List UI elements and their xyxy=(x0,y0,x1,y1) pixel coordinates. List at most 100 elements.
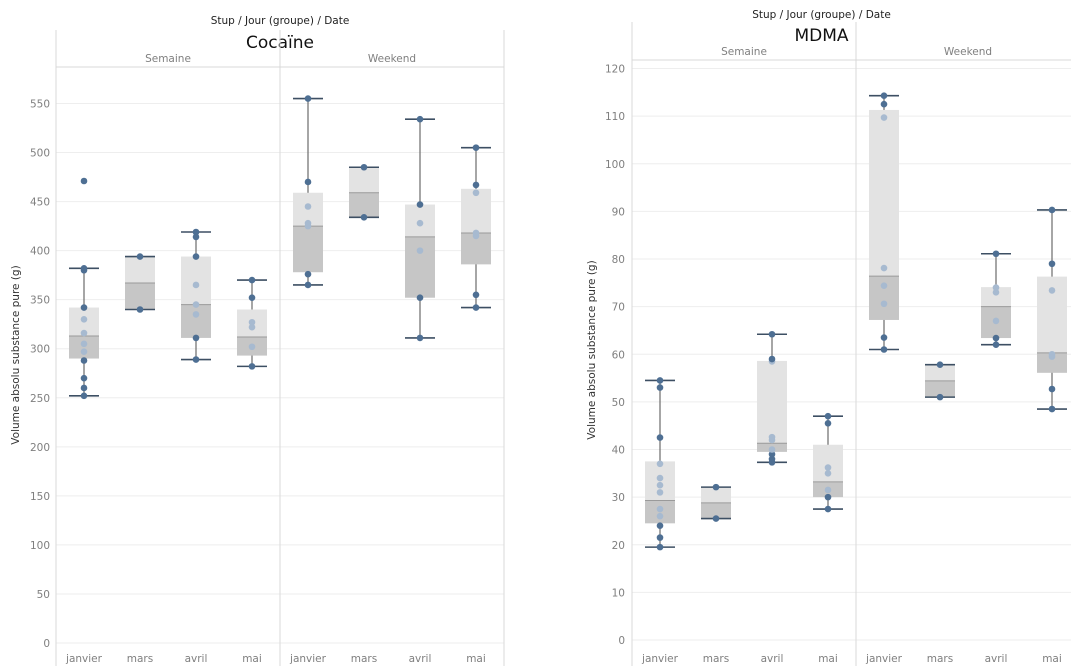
data-point xyxy=(936,361,944,369)
data-point xyxy=(80,348,88,355)
x-tick-label: mars xyxy=(703,653,729,665)
y-tick-label: 400 xyxy=(30,246,50,258)
box-lower xyxy=(925,380,955,398)
x-tick-label: avril xyxy=(185,653,208,665)
data-point xyxy=(80,264,88,272)
data-point xyxy=(192,334,200,342)
x-tick-label: mai xyxy=(242,653,262,665)
y-tick-label: 10 xyxy=(612,587,625,599)
data-point xyxy=(768,330,776,338)
x-tick-label: avril xyxy=(985,653,1008,665)
data-point xyxy=(656,534,664,541)
data-point xyxy=(192,311,200,318)
data-point xyxy=(248,363,256,370)
y-tick-label: 250 xyxy=(30,393,50,405)
data-point xyxy=(824,464,832,471)
data-point xyxy=(768,450,776,458)
data-point xyxy=(80,384,88,392)
data-point xyxy=(880,282,888,289)
y-tick-label: 200 xyxy=(30,442,50,454)
box-upper xyxy=(125,256,155,284)
box-lower xyxy=(1037,352,1067,373)
data-point xyxy=(880,334,888,341)
data-point xyxy=(880,114,888,121)
y-tick-label: 120 xyxy=(605,64,625,76)
data-point xyxy=(136,253,144,260)
data-point xyxy=(248,294,256,302)
data-point xyxy=(416,334,424,342)
data-point xyxy=(416,219,424,227)
y-tick-label: 70 xyxy=(612,302,625,314)
box-lower xyxy=(701,502,731,519)
x-tick-label: mai xyxy=(1042,653,1062,665)
box-upper xyxy=(349,167,379,193)
data-point xyxy=(656,522,664,529)
data-point xyxy=(656,434,664,441)
data-point xyxy=(248,276,256,284)
x-tick-label: mars xyxy=(351,653,377,665)
group-label: Weekend xyxy=(368,53,416,65)
data-point xyxy=(824,493,832,501)
data-point xyxy=(992,289,1000,296)
box-lower xyxy=(405,236,435,298)
data-point xyxy=(992,341,1000,349)
data-point xyxy=(472,181,480,189)
y-tick-label: 0 xyxy=(618,635,625,647)
data-point xyxy=(192,356,200,363)
y-tick-label: 100 xyxy=(605,159,625,171)
data-point xyxy=(824,412,832,420)
box-lower xyxy=(69,335,99,359)
x-tick-label: janvier xyxy=(65,653,103,665)
x-tick-label: avril xyxy=(409,653,432,665)
data-point xyxy=(656,377,664,384)
y-axis-label: Volume absolu substance pure (g) xyxy=(10,265,22,444)
data-point xyxy=(1048,260,1056,268)
data-point xyxy=(136,306,144,313)
box-lower xyxy=(349,192,379,218)
data-point xyxy=(304,281,312,289)
data-point xyxy=(992,334,1000,342)
data-point xyxy=(768,446,776,453)
data-point xyxy=(768,355,776,363)
data-point xyxy=(992,284,1000,291)
box-upper xyxy=(461,188,491,233)
box-lower xyxy=(181,304,211,338)
data-point xyxy=(80,316,88,323)
data-point xyxy=(192,301,200,308)
data-point xyxy=(880,346,888,353)
data-point xyxy=(880,264,888,272)
data-point xyxy=(880,300,888,308)
y-tick-label: 60 xyxy=(612,349,625,361)
data-point xyxy=(656,460,664,468)
y-tick-label: 110 xyxy=(605,111,625,123)
y-tick-label: 80 xyxy=(612,254,625,266)
data-point xyxy=(472,144,480,151)
data-point xyxy=(824,420,832,427)
y-tick-label: 50 xyxy=(37,589,50,601)
chart-title: MDMA xyxy=(794,26,848,46)
y-tick-label: 100 xyxy=(30,540,50,552)
data-point xyxy=(656,505,664,513)
y-tick-label: 500 xyxy=(30,148,50,160)
box-upper xyxy=(181,256,211,305)
group-label: Weekend xyxy=(944,46,992,58)
data-point xyxy=(248,343,256,351)
x-tick-label: mars xyxy=(127,653,153,665)
box-upper xyxy=(869,109,899,277)
data-point xyxy=(1048,287,1056,294)
x-tick-label: janvier xyxy=(289,653,327,665)
data-point xyxy=(304,270,312,278)
data-point xyxy=(656,543,664,551)
data-point xyxy=(192,233,200,241)
box-lower xyxy=(125,283,155,310)
mdma-panel: Stup / Jour (groupe) / Date MDMA 0 10 20 30 40… xyxy=(586,9,1071,666)
data-point xyxy=(248,318,256,326)
data-point xyxy=(80,177,88,185)
x-tick-label: mars xyxy=(927,653,953,665)
data-point xyxy=(248,323,256,331)
data-point xyxy=(472,189,480,197)
box-upper xyxy=(757,360,787,444)
data-point xyxy=(80,304,88,311)
data-point xyxy=(656,512,664,520)
data-point xyxy=(656,474,664,482)
